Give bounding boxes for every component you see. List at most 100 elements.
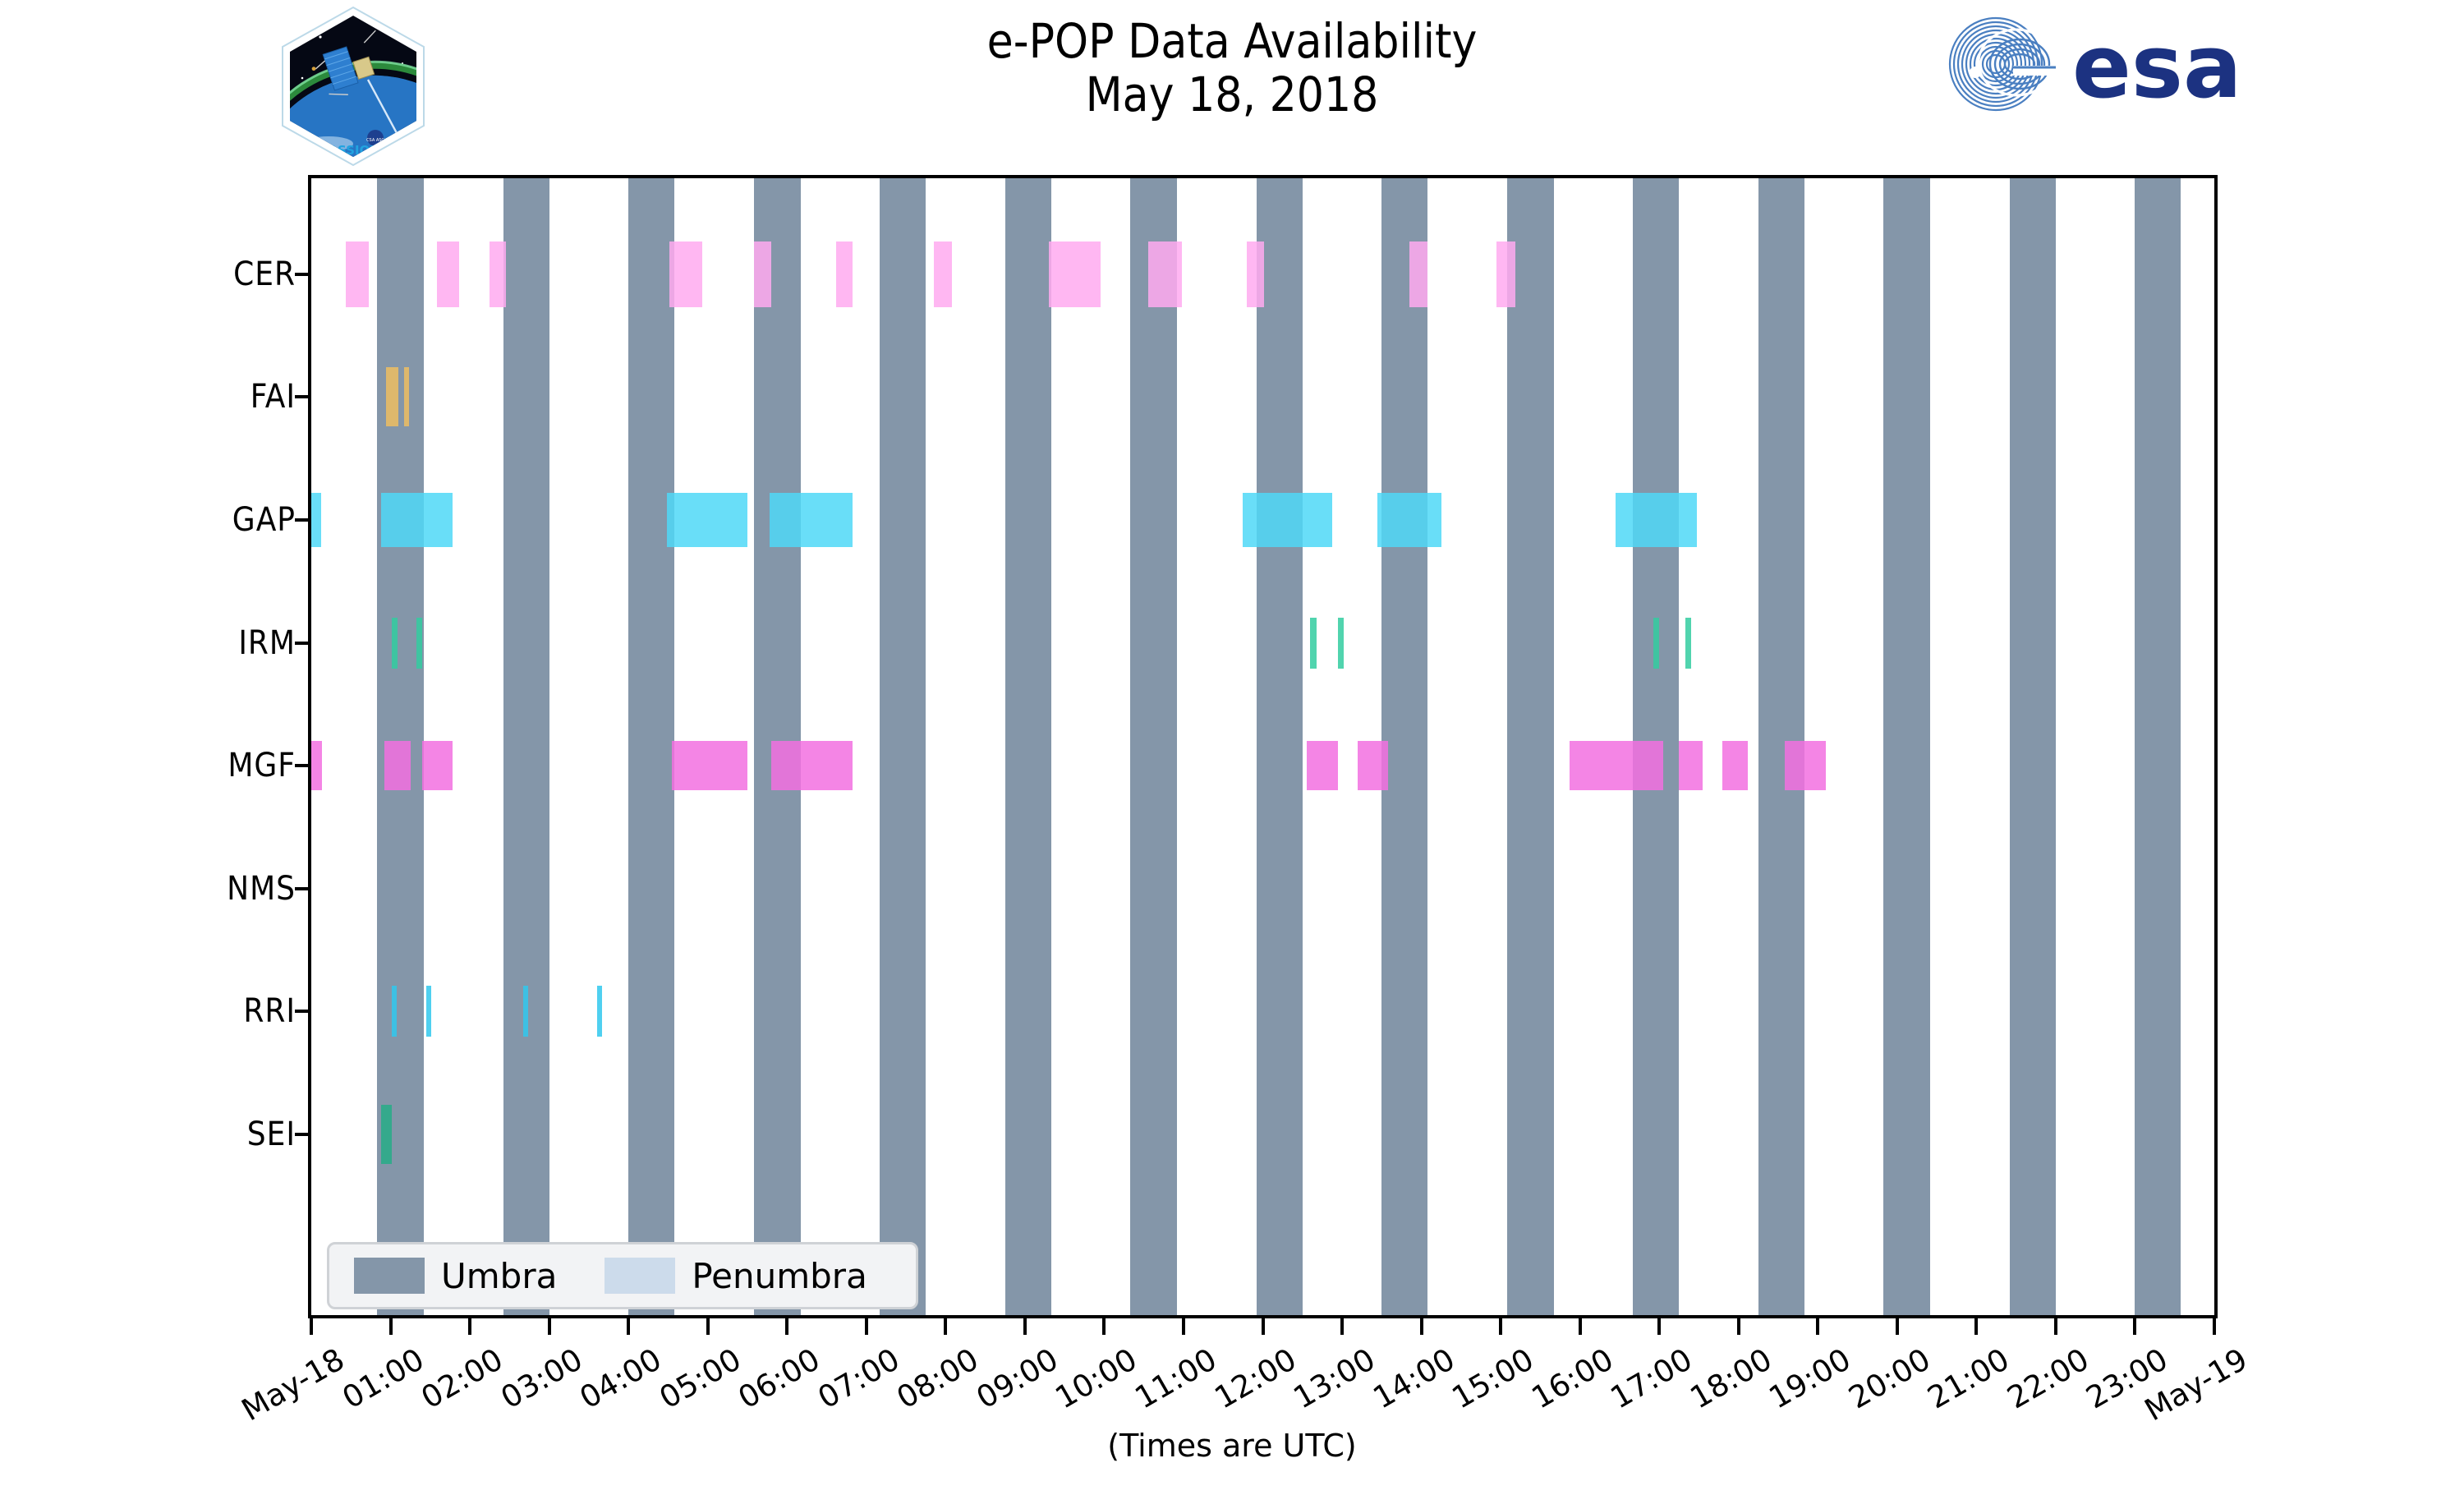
data-bar-cer bbox=[1409, 241, 1428, 307]
data-bar-cer bbox=[933, 241, 953, 307]
y-tick-label-cer: CER bbox=[233, 255, 296, 293]
chart-plot-area bbox=[308, 175, 2218, 1318]
y-tick-label-mgf: MGF bbox=[228, 747, 296, 785]
data-bar-cer bbox=[836, 241, 853, 307]
data-bar-gap bbox=[1616, 492, 1697, 547]
x-tick-mark bbox=[1736, 1318, 1740, 1335]
data-bar-fai bbox=[385, 367, 399, 427]
data-bar-mgf bbox=[422, 741, 453, 791]
x-tick-mark bbox=[1102, 1318, 1106, 1335]
legend-swatch-penumbra bbox=[605, 1258, 676, 1294]
x-tick-mark bbox=[1578, 1318, 1582, 1335]
x-tick-mark bbox=[2213, 1318, 2216, 1335]
data-bar-rri bbox=[522, 986, 528, 1037]
y-tick-mark bbox=[295, 1010, 308, 1014]
data-bar-irm bbox=[1653, 617, 1660, 669]
x-tick-mark bbox=[1499, 1318, 1503, 1335]
cassiope-mission-logo-icon: CSA ASC CASSIOPE bbox=[271, 4, 435, 168]
chart-legend: Umbra Penumbra bbox=[327, 1242, 918, 1309]
y-tick-label-irm: IRM bbox=[238, 623, 296, 662]
legend-item-penumbra: Penumbra bbox=[605, 1256, 867, 1296]
umbra-band bbox=[1256, 178, 1303, 1315]
data-bar-cer bbox=[753, 241, 771, 307]
x-tick-mark bbox=[1181, 1318, 1185, 1335]
page-header: CSA ASC CASSIOPE e-POP Data Availability… bbox=[0, 0, 2464, 177]
x-tick-mark bbox=[1419, 1318, 1423, 1335]
data-bar-irm bbox=[1338, 617, 1344, 669]
data-bar-mgf bbox=[1722, 741, 1749, 791]
umbra-band bbox=[628, 178, 675, 1315]
x-tick-mark bbox=[310, 1318, 313, 1335]
legend-label-penumbra: Penumbra bbox=[692, 1255, 867, 1296]
data-bar-mgf bbox=[384, 741, 411, 791]
y-tick-label-sei: SEI bbox=[246, 1116, 296, 1154]
data-bar-gap bbox=[380, 492, 453, 547]
data-bar-cer bbox=[1147, 241, 1182, 307]
x-tick-mark bbox=[706, 1318, 710, 1335]
data-bar-mgf bbox=[311, 741, 322, 791]
data-bar-irm bbox=[392, 617, 398, 669]
data-bar-rri bbox=[392, 986, 398, 1037]
legend-item-umbra: Umbra bbox=[354, 1256, 557, 1296]
x-tick-mark bbox=[1895, 1318, 1899, 1335]
data-bar-cer bbox=[1048, 241, 1101, 307]
x-tick-mark bbox=[1657, 1318, 1662, 1335]
umbra-band bbox=[503, 178, 549, 1315]
data-bar-gap bbox=[666, 492, 747, 547]
data-bar-mgf bbox=[1784, 741, 1826, 791]
data-bar-irm bbox=[416, 617, 423, 669]
data-bar-cer bbox=[1247, 241, 1265, 307]
data-bar-gap bbox=[311, 492, 321, 547]
umbra-band bbox=[1130, 178, 1178, 1315]
y-tick-label-rri: RRI bbox=[243, 992, 296, 1031]
legend-swatch-umbra bbox=[354, 1258, 425, 1294]
x-tick-mark bbox=[864, 1318, 868, 1335]
y-tick-mark bbox=[295, 395, 308, 399]
x-tick-mark bbox=[468, 1318, 472, 1335]
chart-title-line1: e-POP Data Availability bbox=[986, 13, 1478, 69]
umbra-band bbox=[2009, 178, 2056, 1315]
y-tick-mark bbox=[295, 1133, 308, 1137]
y-tick-label-fai: FAI bbox=[250, 378, 296, 416]
y-tick-mark bbox=[295, 886, 308, 890]
data-bar-gap bbox=[1243, 492, 1333, 547]
y-tick-mark bbox=[295, 518, 308, 522]
x-tick-mark bbox=[944, 1318, 948, 1335]
data-bar-cer bbox=[346, 241, 369, 307]
data-bar-cer bbox=[436, 241, 459, 307]
x-tick-mark bbox=[1816, 1318, 1820, 1335]
data-bar-rri bbox=[596, 986, 602, 1037]
x-axis-title: (Times are UTC) bbox=[1107, 1428, 1357, 1464]
data-bar-gap bbox=[1377, 492, 1441, 547]
umbra-band bbox=[1381, 178, 1428, 1315]
data-bar-mgf bbox=[1358, 741, 1389, 791]
y-tick-mark bbox=[295, 641, 308, 645]
data-bar-fai bbox=[403, 367, 409, 427]
data-bar-cer bbox=[669, 241, 702, 307]
y-tick-mark bbox=[295, 764, 308, 768]
esa-logo-wordmark: esa bbox=[2072, 16, 2242, 113]
data-bar-cer bbox=[1496, 241, 1515, 307]
y-tick-mark bbox=[295, 272, 308, 276]
umbra-band bbox=[1883, 178, 1931, 1315]
chart-plot-inner bbox=[311, 178, 2214, 1315]
x-tick-mark bbox=[627, 1318, 631, 1335]
chart-title-line2: May 18, 2018 bbox=[1085, 66, 1379, 122]
data-bar-gap bbox=[770, 492, 853, 547]
x-tick-mark bbox=[1023, 1318, 1027, 1335]
data-bar-irm bbox=[1685, 617, 1691, 669]
umbra-band bbox=[1506, 178, 1554, 1315]
data-bar-mgf bbox=[770, 741, 853, 791]
x-tick-mark bbox=[1974, 1318, 1979, 1335]
x-tick-mark bbox=[1340, 1318, 1345, 1335]
umbra-band bbox=[880, 178, 926, 1315]
data-bar-cer bbox=[490, 241, 506, 307]
umbra-band bbox=[1004, 178, 1051, 1315]
data-bar-mgf bbox=[1570, 741, 1664, 791]
legend-label-umbra: Umbra bbox=[441, 1255, 558, 1296]
data-bar-rri bbox=[425, 986, 431, 1037]
data-bar-mgf bbox=[1306, 741, 1339, 791]
umbra-band bbox=[2135, 178, 2181, 1315]
chart-title: e-POP Data Availability May 18, 2018 bbox=[739, 15, 1725, 122]
y-tick-label-gap: GAP bbox=[232, 500, 296, 539]
